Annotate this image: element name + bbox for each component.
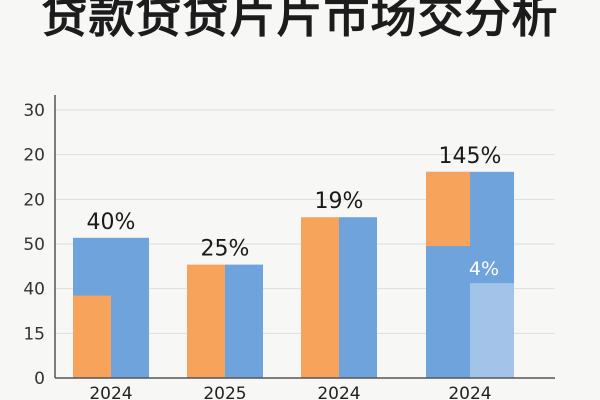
x-tick-label: 2024 [89,384,132,400]
bar-data-label: 19% [315,189,364,214]
bar-series-1 [73,295,111,378]
bar-data-label: 25% [201,237,250,262]
segment-data-label: 4% [469,258,499,280]
bar-stacked-segment [470,283,514,378]
y-tick-label: 20 [23,146,45,166]
bar-data-label: 145% [439,144,502,169]
chart-title: 贷款贷贷片片市场交分析 [41,0,559,43]
bar-series-1 [301,217,339,378]
x-tick-label: 2024 [317,384,360,400]
y-tick-label: 30 [23,101,45,121]
data-labels: 40% 25% 19% 4% 145% [87,144,502,280]
y-tick-label: 50 [23,235,45,255]
y-tick-label: 20 [23,190,45,210]
y-tick-label: 40 [23,280,45,300]
y-tick-label: 15 [23,324,45,344]
x-tick-label: 2024 [448,384,491,400]
bar-series-1 [426,171,470,247]
bar-data-label: 40% [87,210,136,235]
x-axis-ticks: 2024 2025 2024 2024 [89,384,491,400]
bar-series-2 [339,217,377,378]
x-tick-label: 2025 [203,384,246,400]
y-tick-label: 0 [34,369,45,389]
bar-series-2 [225,264,263,378]
bar-series-1 [187,264,225,378]
y-axis-ticks: 30 20 20 50 40 15 0 [23,101,45,389]
bars [73,171,514,378]
